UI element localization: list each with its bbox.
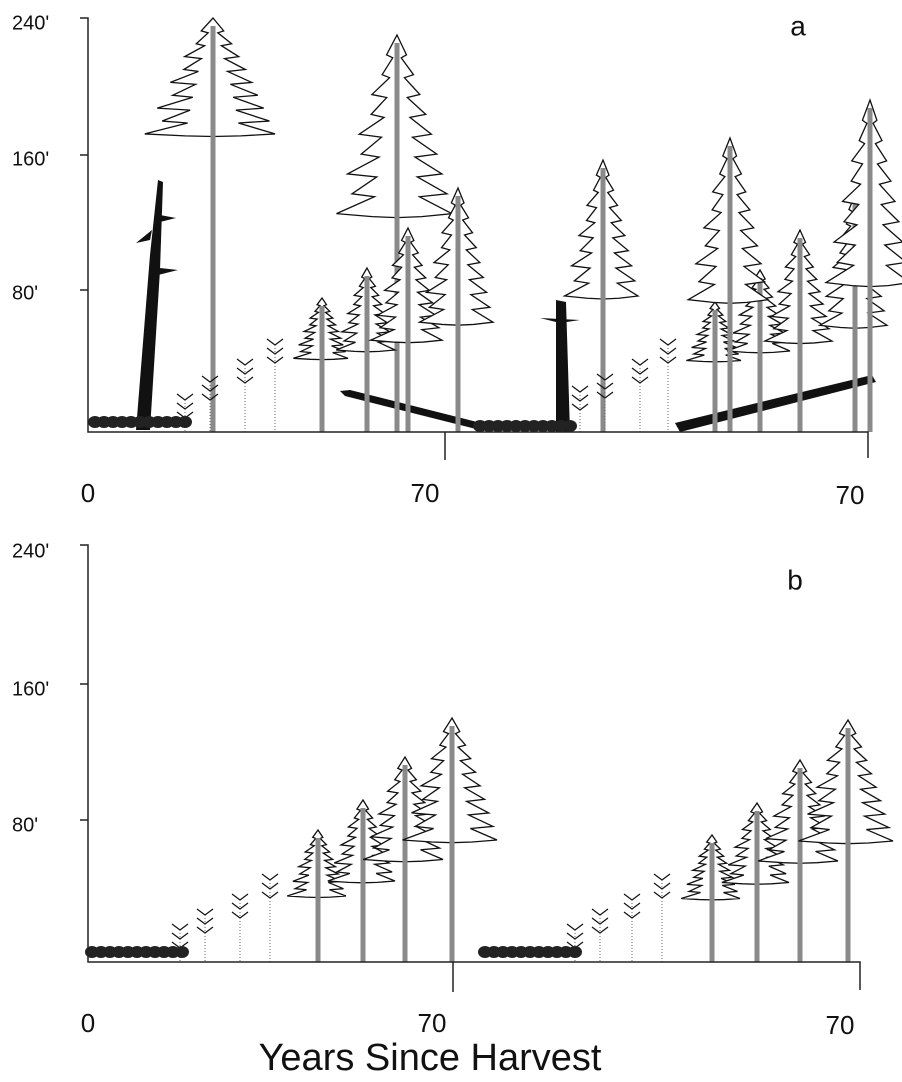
snag [340, 390, 485, 430]
snag [136, 180, 178, 430]
sapling-branch [266, 338, 284, 346]
axes [80, 17, 869, 460]
sapling-branch [591, 908, 609, 916]
trunk [797, 768, 803, 962]
x-tick-label: 70 [411, 478, 440, 508]
x-tick-label: 70 [418, 1008, 447, 1038]
trunk [449, 726, 455, 962]
trunk [394, 43, 400, 432]
axes [80, 544, 861, 992]
sapling-branch [261, 873, 279, 881]
trunk [712, 310, 718, 432]
x-tick-label: 0 [81, 478, 95, 508]
shrub [473, 420, 487, 432]
snag [540, 300, 580, 432]
shrub [478, 946, 492, 958]
shrub [88, 416, 102, 428]
sapling-branch [201, 375, 219, 383]
sapling-branch [631, 358, 649, 366]
y-tick-label: 160' [12, 678, 49, 700]
trunk [315, 838, 321, 962]
sapling-branch [236, 358, 254, 366]
trunk [402, 765, 408, 962]
tree-crown [144, 17, 276, 138]
panel-b: 240' 160' 80' 0 70 70 b [12, 540, 861, 1040]
y-tick-label: 240' [12, 12, 49, 34]
y-tick-label: 80' [12, 282, 38, 304]
trunk [727, 146, 733, 432]
panel-label: b [787, 564, 803, 595]
sapling-branch [571, 385, 589, 393]
x-tick-label: 70 [826, 1010, 855, 1040]
trunk [852, 203, 858, 432]
trunk [319, 306, 325, 432]
trunk [757, 278, 763, 432]
sapling-branch [653, 873, 671, 881]
sapling-branch [196, 908, 214, 916]
y-tick-label: 240' [12, 540, 49, 562]
panel-label: a [790, 10, 806, 41]
x-axis-title: Years Since Harvest [259, 1037, 602, 1079]
sapling-branch [566, 923, 584, 931]
y-tick-label: 160' [12, 148, 49, 170]
trunk [845, 728, 851, 962]
trunk [405, 236, 411, 432]
shrub [85, 946, 99, 958]
trunk [364, 276, 370, 432]
snag [675, 375, 876, 432]
trunk [600, 168, 606, 432]
trunk [797, 238, 803, 432]
sapling-branch [171, 923, 189, 931]
trunk [709, 843, 715, 962]
tree-crown [336, 33, 455, 219]
sapling-branch [659, 338, 677, 346]
sapling-branch [176, 393, 194, 401]
trunk [360, 808, 366, 962]
trunk [210, 26, 216, 432]
trunk [867, 108, 873, 432]
sapling-branch [231, 893, 249, 901]
x-tick-label: 0 [81, 1008, 95, 1038]
sapling-branch [623, 893, 641, 901]
trunk [455, 196, 461, 432]
tree-crown [824, 98, 902, 288]
x-tick-label: 70 [836, 480, 865, 510]
panel-a: 240' 160' 80' 0 70 70 a [12, 10, 869, 510]
trunk [754, 811, 760, 962]
y-tick-label: 80' [12, 814, 38, 836]
